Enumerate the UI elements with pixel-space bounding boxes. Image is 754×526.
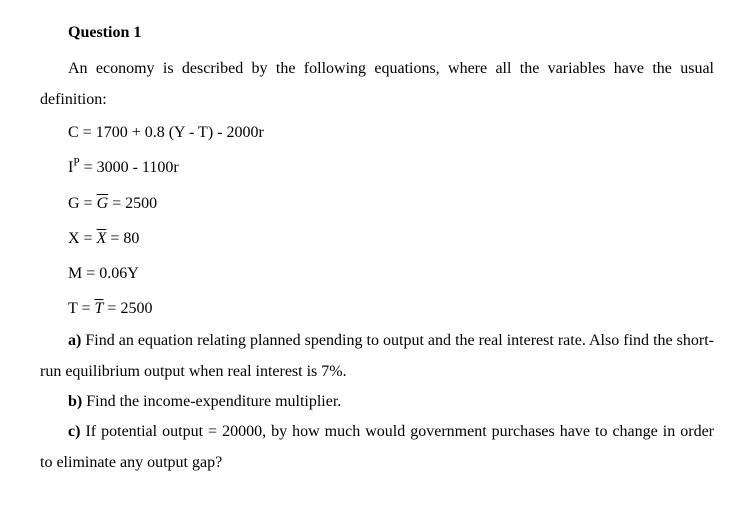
- part-label: a): [68, 332, 85, 349]
- eq-text: X =: [68, 230, 97, 247]
- question-title: Question 1: [68, 18, 714, 48]
- equation-government: G = G = 2500: [68, 186, 714, 221]
- eq-bar: G: [97, 195, 109, 212]
- eq-text: G =: [68, 195, 97, 212]
- part-a: a) Find an equation relating planned spe…: [40, 326, 714, 387]
- part-label: c): [68, 423, 85, 440]
- equation-exports: X = X = 80: [68, 221, 714, 256]
- eq-bar: X: [97, 230, 107, 247]
- eq-text: = 80: [106, 230, 139, 247]
- eq-text: = 3000 - 1100r: [80, 159, 179, 176]
- part-b: b) Find the income-expenditure multiplie…: [40, 387, 714, 417]
- part-text: Find the income-expenditure multiplier.: [86, 393, 341, 410]
- document-page: Question 1 An economy is described by th…: [0, 0, 754, 496]
- equation-investment: IP = 3000 - 1100r: [68, 150, 714, 185]
- equation-imports: M = 0.06Y: [68, 256, 714, 291]
- eq-text: = 2500: [103, 300, 152, 317]
- part-label: b): [68, 393, 86, 410]
- intro-paragraph: An economy is described by the following…: [40, 54, 714, 115]
- part-text: If potential output = 20000, by how much…: [40, 423, 714, 470]
- eq-text: = 2500: [108, 195, 157, 212]
- eq-text: T =: [68, 300, 95, 317]
- part-c: c) If potential output = 20000, by how m…: [40, 417, 714, 478]
- equation-taxes: T = T = 2500: [68, 291, 714, 326]
- equation-consumption: C = 1700 + 0.8 (Y - T) - 2000r: [68, 115, 714, 150]
- part-text: Find an equation relating planned spendi…: [40, 332, 714, 379]
